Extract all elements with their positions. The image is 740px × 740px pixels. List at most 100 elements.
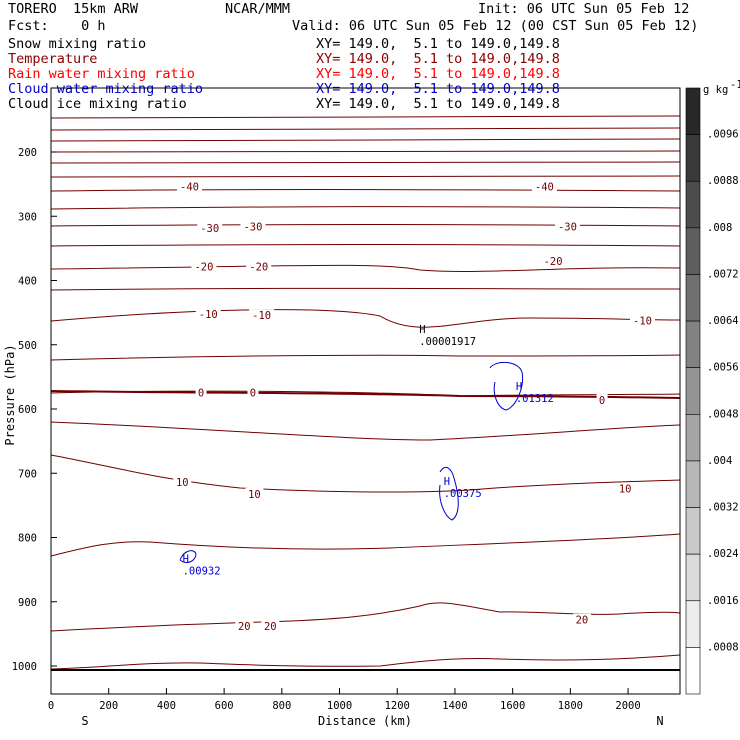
colorbar-segment — [685, 367, 701, 415]
colorbar-label: .0016 — [707, 595, 739, 607]
x-tick-label: 600 — [215, 700, 234, 712]
temperature-contour-line — [50, 309, 681, 328]
temperature-contour-line — [50, 354, 681, 361]
temperature-contour-line — [50, 150, 681, 153]
colorbar-segment — [685, 320, 701, 368]
field-xy-cloud-water: XY= 149.0, 5.1 to 149.0,149.8 — [316, 81, 560, 97]
colorbar-label: .0072 — [707, 268, 739, 280]
x-tick-label: 800 — [272, 700, 291, 712]
colorbar-label: .0024 — [707, 548, 739, 560]
y-tick-label: 900 — [18, 597, 37, 609]
colorbar-label: .0032 — [707, 502, 739, 514]
plot-frame — [50, 87, 681, 695]
y-tick-label: 800 — [18, 533, 37, 545]
temperature-label-bg — [195, 386, 207, 399]
extremum-symbol: H — [516, 381, 522, 393]
temperature-label-bg — [245, 487, 264, 500]
extremum-value: .00001917 — [419, 336, 476, 348]
temperature-contours — [50, 115, 681, 671]
x-tick-label: 0 — [48, 700, 54, 712]
colorbar-label: .0048 — [707, 408, 739, 420]
temperature-label: -20 — [544, 256, 563, 268]
x-tick-label: 1600 — [500, 700, 525, 712]
temperature-label-bg — [195, 307, 221, 320]
temperature-label: 10 — [619, 484, 632, 496]
colorbar-label: .0008 — [707, 641, 739, 653]
temperature-label: 0 — [599, 395, 605, 407]
extremum-value: .00932 — [183, 565, 221, 577]
colorbar-label: .004 — [707, 455, 732, 467]
init-time: Init: 06 UTC Sun 05 Feb 12 — [478, 1, 690, 17]
forecast-hour: Fcst: 0 h — [8, 18, 106, 34]
temperature-label-bg — [176, 180, 202, 193]
temperature-label-bg — [596, 394, 608, 407]
colorbar-label: .0064 — [707, 315, 739, 327]
temperature-label: -10 — [252, 310, 271, 322]
x-tick-label: 1400 — [442, 700, 467, 712]
temperature-label: 20 — [238, 621, 251, 633]
cloud-water-contour — [179, 550, 197, 563]
field-xy-rain: XY= 149.0, 5.1 to 149.0,149.8 — [316, 66, 560, 82]
org-label: NCAR/MMM — [225, 1, 291, 17]
colorbar-unit: g kg — [703, 84, 728, 96]
extremum-symbol: H — [419, 324, 425, 336]
colorbar-segment — [685, 274, 701, 322]
temperature-contour-line — [50, 138, 681, 142]
temperature-label-bg — [616, 482, 635, 495]
temperature-label: -40 — [180, 182, 199, 194]
colorbar-label: .0056 — [707, 362, 739, 374]
field-name-cloud-water: Cloud water mixing ratio — [8, 81, 204, 97]
colorbar-segment — [685, 134, 701, 182]
colorbar-segment — [685, 414, 701, 462]
temperature-label: 0 — [198, 387, 204, 399]
temperature-label: -20 — [194, 261, 213, 273]
y-tick-label: 500 — [18, 340, 37, 352]
y-tick-label: 700 — [18, 468, 37, 480]
temperature-label: -30 — [558, 222, 577, 234]
temperature-label: -30 — [200, 223, 219, 235]
x-tick-label: 200 — [99, 700, 118, 712]
temperature-contour-line — [50, 174, 681, 178]
x-end-label-north: N — [656, 714, 663, 728]
cloud-water-contour — [489, 362, 524, 411]
y-tick-label: 200 — [18, 147, 37, 159]
colorbar-label: .008 — [707, 222, 732, 234]
temperature-contour-line — [50, 287, 681, 291]
temperature-label: 10 — [248, 489, 261, 501]
field-name-cloud-ice: Cloud ice mixing ratio — [8, 96, 187, 112]
temperature-label-bg — [173, 476, 192, 489]
field-name-temperature: Temperature — [8, 51, 98, 67]
extremum-symbol: H — [444, 476, 450, 488]
temperature-contour-line — [50, 602, 681, 632]
temperature-label: 10 — [176, 477, 189, 489]
temperature-label-bg — [540, 255, 566, 268]
temperature-contour-line — [50, 127, 681, 131]
temperature-label-bg — [629, 314, 655, 327]
temperature-label: 20 — [264, 621, 277, 633]
temperature-label-bg — [249, 309, 275, 322]
x-axis-label: Distance (km) — [318, 714, 412, 728]
x-end-label-south: S — [81, 714, 88, 728]
temperature-contour-line — [50, 421, 681, 441]
colorbar-segment — [685, 507, 701, 555]
extremum-symbol: H — [183, 553, 189, 565]
y-tick-label: 300 — [18, 211, 37, 223]
cloud-water-contour — [439, 466, 459, 521]
temperature-contour-line — [50, 654, 681, 670]
temperature-contour-line — [50, 224, 681, 227]
temperature-label: -10 — [633, 315, 652, 327]
colorbar-segment — [685, 180, 701, 229]
colorbar-segment — [685, 227, 701, 275]
temperature-label: 0 — [250, 387, 256, 399]
colorbar-segment — [685, 553, 701, 602]
colorbar-segment — [685, 647, 701, 695]
temperature-contour-line — [50, 115, 681, 119]
field-name-rain: Rain water mixing ratio — [8, 66, 195, 82]
colorbar-segment — [685, 600, 701, 648]
field-name-snow: Snow mixing ratio — [8, 36, 147, 52]
x-tick-label: 400 — [157, 700, 176, 712]
extremum-value: .00375 — [444, 488, 482, 500]
temperature-label-bg — [554, 220, 580, 233]
temperature-label-bg — [191, 260, 217, 273]
temperature-label: -20 — [249, 261, 268, 273]
